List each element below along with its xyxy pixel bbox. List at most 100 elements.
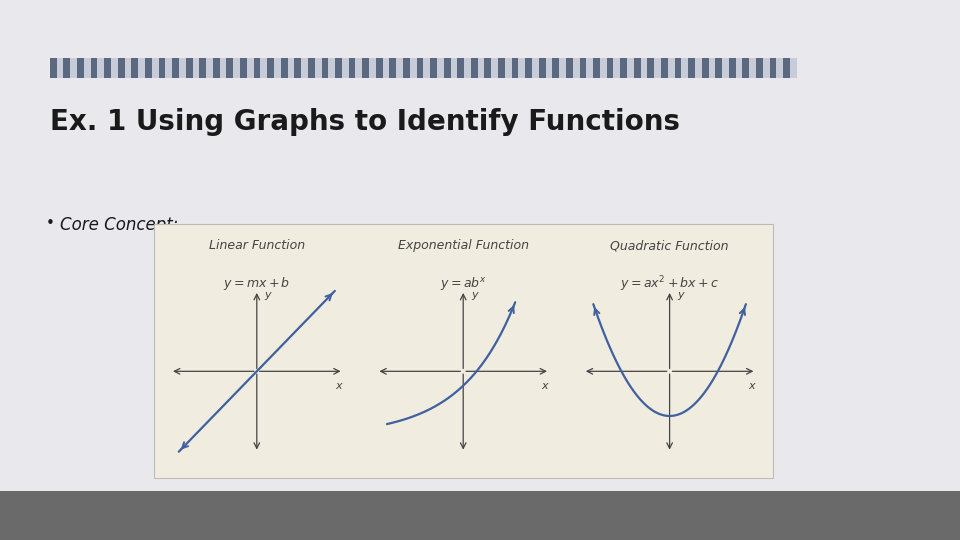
Bar bbox=[613, 58, 620, 78]
Bar bbox=[0, 491, 960, 540]
Bar bbox=[152, 58, 158, 78]
Bar bbox=[335, 58, 342, 78]
Bar bbox=[50, 58, 57, 78]
Bar bbox=[593, 58, 600, 78]
Bar bbox=[640, 58, 647, 78]
Bar bbox=[280, 58, 288, 78]
Bar bbox=[749, 58, 756, 78]
Bar bbox=[383, 58, 390, 78]
Bar bbox=[247, 58, 253, 78]
Bar bbox=[154, 224, 773, 478]
Text: Linear Function: Linear Function bbox=[208, 239, 305, 252]
Bar bbox=[185, 58, 193, 78]
Bar bbox=[471, 58, 478, 78]
Bar bbox=[260, 58, 267, 78]
Bar bbox=[464, 58, 471, 78]
Text: $y = mx + b$: $y = mx + b$ bbox=[223, 275, 291, 292]
Text: x: x bbox=[541, 381, 548, 391]
Bar bbox=[403, 58, 410, 78]
Bar bbox=[145, 58, 152, 78]
Bar bbox=[756, 58, 763, 78]
Text: x: x bbox=[335, 381, 342, 391]
Bar bbox=[627, 58, 634, 78]
Bar bbox=[301, 58, 308, 78]
Bar bbox=[295, 58, 301, 78]
Bar bbox=[57, 58, 63, 78]
Bar bbox=[607, 58, 613, 78]
Bar bbox=[444, 58, 450, 78]
Bar bbox=[423, 58, 430, 78]
Bar bbox=[274, 58, 280, 78]
Bar bbox=[777, 58, 783, 78]
Bar bbox=[770, 58, 777, 78]
Bar bbox=[559, 58, 566, 78]
Bar bbox=[682, 58, 688, 78]
Bar bbox=[512, 58, 518, 78]
Bar bbox=[417, 58, 423, 78]
Bar bbox=[375, 58, 383, 78]
Bar bbox=[70, 58, 77, 78]
Bar bbox=[111, 58, 118, 78]
Bar bbox=[158, 58, 165, 78]
Bar bbox=[132, 58, 138, 78]
Text: y: y bbox=[678, 290, 684, 300]
Bar bbox=[355, 58, 362, 78]
Bar bbox=[125, 58, 132, 78]
Bar bbox=[587, 58, 593, 78]
Text: y: y bbox=[471, 290, 477, 300]
Bar bbox=[545, 58, 552, 78]
Bar bbox=[539, 58, 545, 78]
Bar bbox=[620, 58, 627, 78]
Bar bbox=[505, 58, 512, 78]
Bar bbox=[450, 58, 457, 78]
Bar bbox=[342, 58, 348, 78]
Bar bbox=[165, 58, 172, 78]
Bar bbox=[288, 58, 295, 78]
Bar bbox=[525, 58, 532, 78]
Bar bbox=[118, 58, 125, 78]
Bar bbox=[348, 58, 355, 78]
Bar bbox=[715, 58, 722, 78]
Text: Ex. 1 Using Graphs to Identify Functions: Ex. 1 Using Graphs to Identify Functions bbox=[50, 108, 680, 136]
Bar bbox=[77, 58, 84, 78]
Bar bbox=[220, 58, 227, 78]
Bar bbox=[580, 58, 587, 78]
Bar bbox=[573, 58, 580, 78]
Bar bbox=[457, 58, 464, 78]
Bar bbox=[362, 58, 369, 78]
Bar bbox=[518, 58, 525, 78]
Bar bbox=[485, 58, 492, 78]
Bar bbox=[790, 58, 797, 78]
Text: •: • bbox=[46, 216, 55, 231]
Bar bbox=[240, 58, 247, 78]
Bar bbox=[206, 58, 213, 78]
Bar bbox=[233, 58, 240, 78]
Bar bbox=[396, 58, 403, 78]
Bar bbox=[308, 58, 315, 78]
Bar bbox=[647, 58, 654, 78]
Bar bbox=[702, 58, 708, 78]
Bar bbox=[213, 58, 220, 78]
Bar bbox=[63, 58, 70, 78]
Text: Core Concept:: Core Concept: bbox=[60, 216, 178, 234]
Text: $y = ax^2 + bx + c$: $y = ax^2 + bx + c$ bbox=[620, 275, 719, 294]
Bar bbox=[552, 58, 559, 78]
Bar bbox=[253, 58, 260, 78]
Bar bbox=[369, 58, 375, 78]
Bar bbox=[328, 58, 335, 78]
Bar bbox=[654, 58, 661, 78]
Bar bbox=[193, 58, 200, 78]
Bar bbox=[675, 58, 682, 78]
Text: y: y bbox=[265, 290, 271, 300]
Text: $y = ab^x$: $y = ab^x$ bbox=[440, 275, 487, 292]
Bar bbox=[722, 58, 729, 78]
Bar bbox=[227, 58, 233, 78]
Bar bbox=[688, 58, 695, 78]
Bar bbox=[742, 58, 749, 78]
Bar bbox=[763, 58, 770, 78]
Bar bbox=[105, 58, 111, 78]
Bar bbox=[566, 58, 573, 78]
Bar bbox=[172, 58, 179, 78]
Bar bbox=[600, 58, 607, 78]
Bar bbox=[437, 58, 444, 78]
